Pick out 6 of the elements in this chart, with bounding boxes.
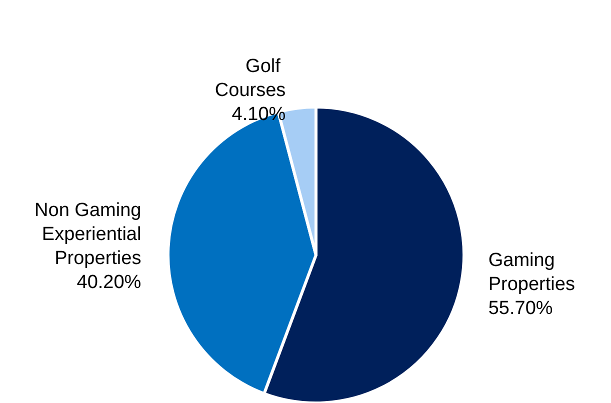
slice-label: Gaming Properties <box>488 250 575 296</box>
slice-label: Non Gaming Experiential Properties <box>34 200 142 270</box>
data-label: 55.70% <box>488 298 553 320</box>
data-label: 4.10% <box>232 104 286 125</box>
slice-label: Golf Courses <box>214 56 286 101</box>
data-label: 40.20% <box>76 272 142 294</box>
